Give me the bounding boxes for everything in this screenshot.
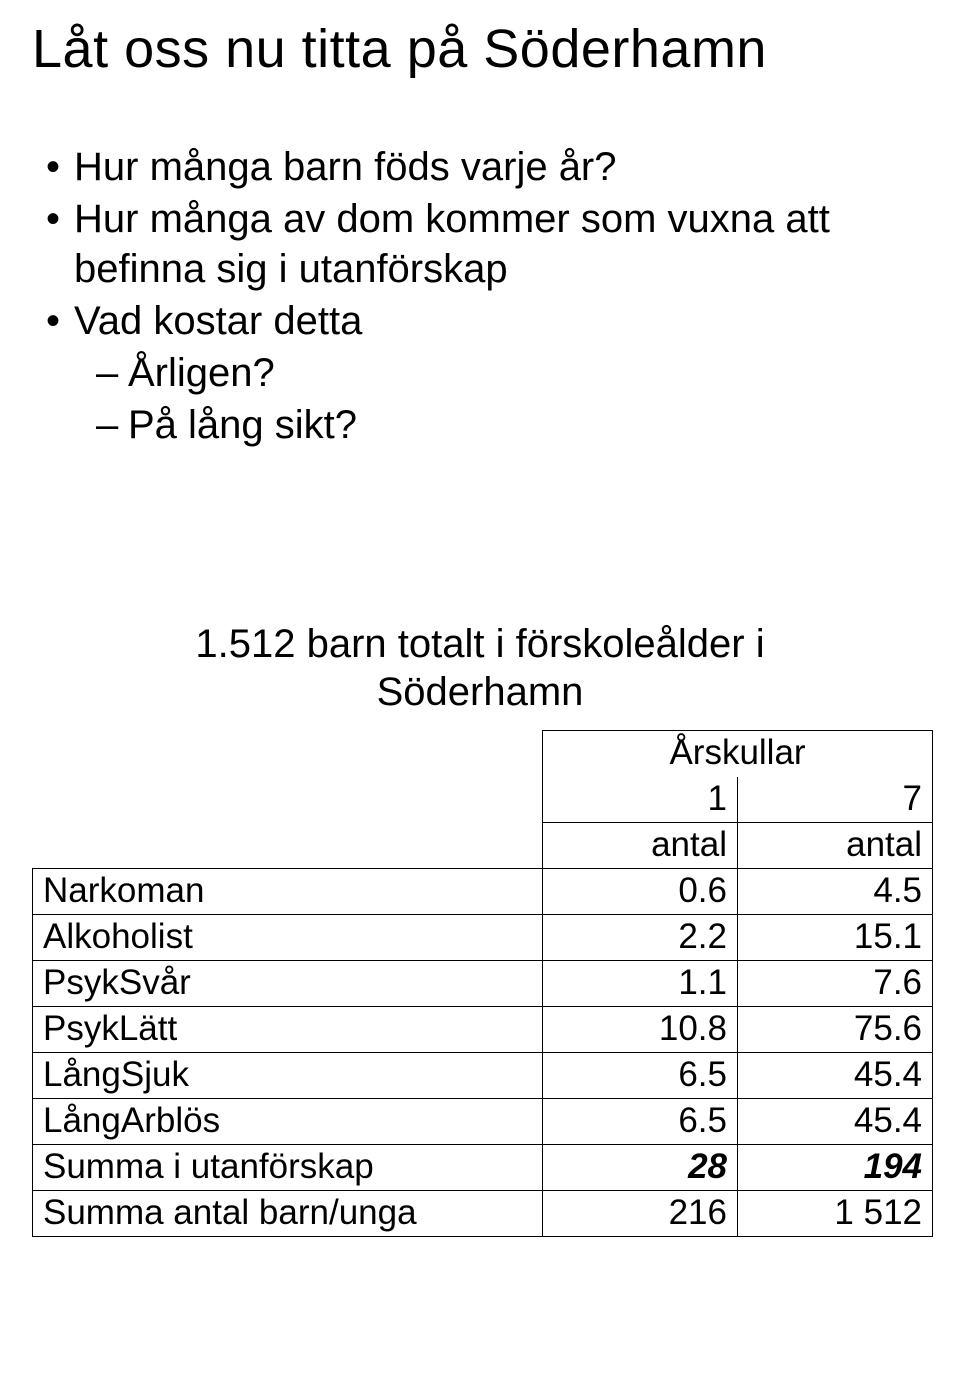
row-value: 75.6 <box>738 1007 933 1053</box>
sub-bullet-item: Årligen? <box>74 348 928 398</box>
sub-bullet-item: På lång sikt? <box>74 400 928 450</box>
row-value: 6.5 <box>543 1053 738 1099</box>
row-value: 10.8 <box>543 1007 738 1053</box>
table-row: LångArblös 6.5 45.4 <box>33 1099 933 1145</box>
row-value: 1 512 <box>738 1191 933 1237</box>
row-value: 6.5 <box>543 1099 738 1145</box>
row-value: 1.1 <box>543 961 738 1007</box>
row-label: PsykLätt <box>33 1007 543 1053</box>
sub-bullet-text: Årligen? <box>128 351 275 395</box>
bullet-list: Hur många barn föds varje år? Hur många … <box>40 142 928 450</box>
table-header-row: Årskullar <box>33 731 933 777</box>
row-value: 216 <box>543 1191 738 1237</box>
bullet-text: Vad kostar detta <box>74 299 362 343</box>
section-subtitle: 1.512 barn totalt i förskoleålder i Söde… <box>90 620 870 716</box>
row-value: 194 <box>738 1145 933 1191</box>
row-label: Summa i utanförskap <box>33 1145 543 1191</box>
table-row: PsykSvår 1.1 7.6 <box>33 961 933 1007</box>
row-label: Summa antal barn/unga <box>33 1191 543 1237</box>
row-label: PsykSvår <box>33 961 543 1007</box>
row-value: 0.6 <box>543 869 738 915</box>
row-value: 15.1 <box>738 915 933 961</box>
bullet-text: Hur många av dom kommer som vuxna att be… <box>74 197 830 291</box>
row-value: 45.4 <box>738 1053 933 1099</box>
table-header-blank <box>33 823 543 869</box>
row-label: LångArblös <box>33 1099 543 1145</box>
table-row: LångSjuk 6.5 45.4 <box>33 1053 933 1099</box>
table-header-col1: 1 <box>543 777 738 823</box>
sub-bullet-text: På lång sikt? <box>128 403 357 447</box>
data-table: Årskullar 1 7 antal antal Narkoman 0.6 4… <box>32 730 933 1237</box>
row-value: 7.6 <box>738 961 933 1007</box>
table-header-antal2: antal <box>738 823 933 869</box>
table-header-span: Årskullar <box>543 731 933 777</box>
table-header-row: antal antal <box>33 823 933 869</box>
table-header-antal1: antal <box>543 823 738 869</box>
row-value: 28 <box>543 1145 738 1191</box>
table-header-blank <box>33 777 543 823</box>
table-row-summary: Summa i utanförskap 28 194 <box>33 1145 933 1191</box>
page: Låt oss nu titta på Söderhamn Hur många … <box>0 0 960 1297</box>
row-value: 4.5 <box>738 869 933 915</box>
table-row: PsykLätt 10.8 75.6 <box>33 1007 933 1053</box>
bullet-item: Hur många barn föds varje år? <box>40 142 928 192</box>
page-title: Låt oss nu titta på Söderhamn <box>32 18 928 80</box>
row-label: Alkoholist <box>33 915 543 961</box>
bullet-text: Hur många barn föds varje år? <box>74 145 617 189</box>
table-header-blank <box>33 731 543 777</box>
table-header-col2: 7 <box>738 777 933 823</box>
table-row-total: Summa antal barn/unga 216 1 512 <box>33 1191 933 1237</box>
row-value: 2.2 <box>543 915 738 961</box>
row-label: Narkoman <box>33 869 543 915</box>
row-label: LångSjuk <box>33 1053 543 1099</box>
table-row: Narkoman 0.6 4.5 <box>33 869 933 915</box>
row-value: 45.4 <box>738 1099 933 1145</box>
table-row: Alkoholist 2.2 15.1 <box>33 915 933 961</box>
sub-bullet-list: Årligen? På lång sikt? <box>74 348 928 450</box>
bullet-item: Vad kostar detta Årligen? På lång sikt? <box>40 296 928 450</box>
table-header-row: 1 7 <box>33 777 933 823</box>
bullet-item: Hur många av dom kommer som vuxna att be… <box>40 194 928 294</box>
